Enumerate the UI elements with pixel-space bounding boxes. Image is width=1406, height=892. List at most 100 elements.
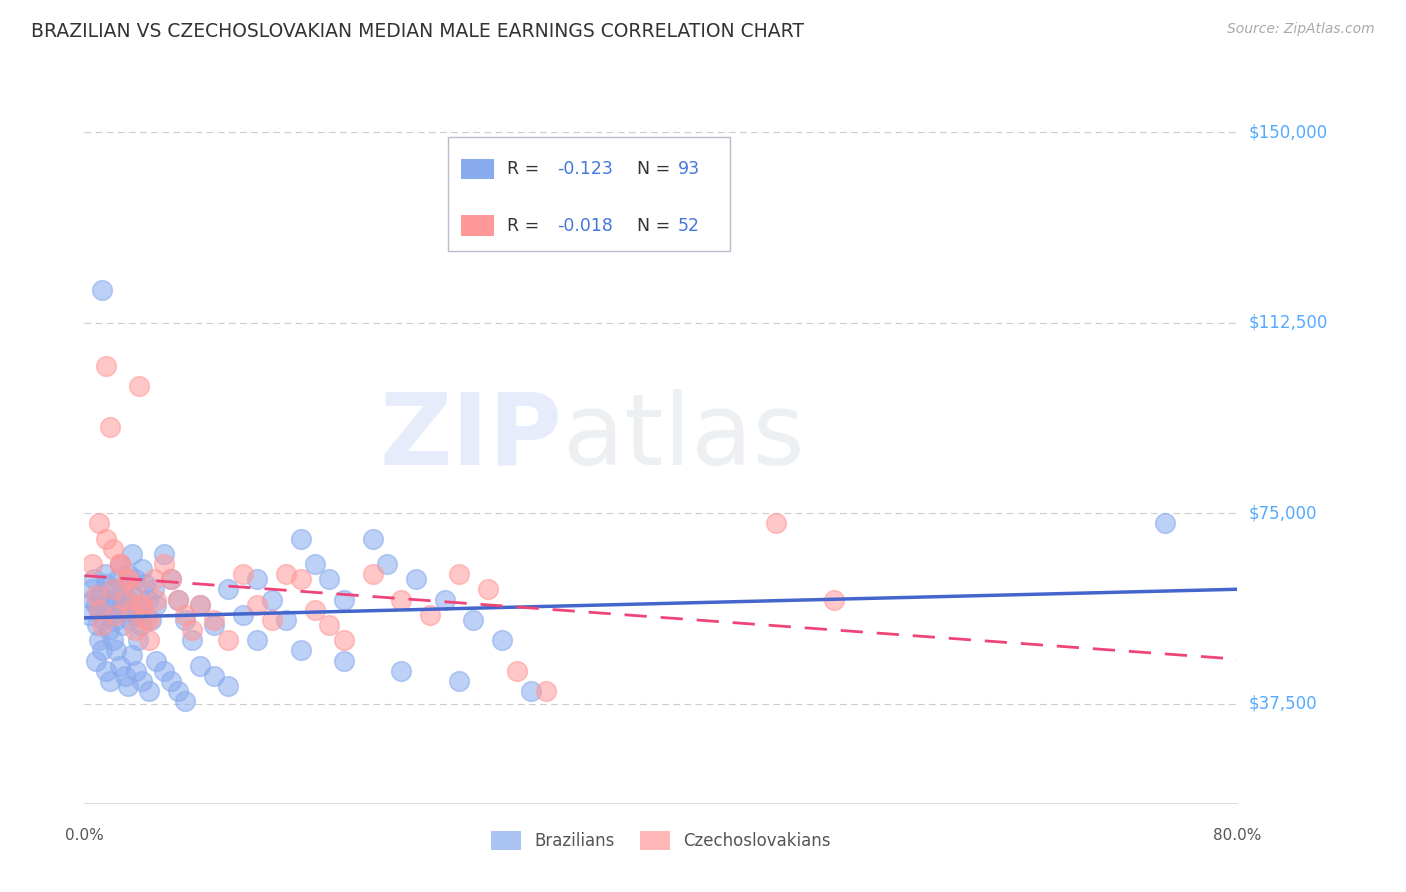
Text: Source: ZipAtlas.com: Source: ZipAtlas.com [1227, 22, 1375, 37]
Point [232, 607, 254, 622]
Point [174, 694, 197, 708]
Point [375, 557, 398, 571]
Point [138, 633, 160, 648]
Point [160, 572, 183, 586]
Point [104, 613, 127, 627]
Point [105, 607, 128, 622]
Point [361, 567, 384, 582]
Text: R =: R = [508, 217, 546, 235]
Point [125, 664, 148, 678]
Point [534, 684, 557, 698]
Text: 0.0%: 0.0% [65, 828, 104, 843]
Point [86, 618, 108, 632]
Point [103, 541, 124, 556]
Point [114, 577, 136, 591]
Point [174, 607, 197, 622]
Point [124, 623, 146, 637]
Point [463, 613, 485, 627]
Point [98, 420, 121, 434]
Point [112, 618, 135, 632]
Point [84, 654, 107, 668]
Point [142, 582, 165, 597]
Text: atlas: atlas [562, 389, 804, 485]
Point [94, 664, 117, 678]
Point [145, 592, 167, 607]
Point [128, 379, 150, 393]
Point [405, 572, 427, 586]
Point [82, 592, 104, 607]
Point [84, 598, 107, 612]
Point [114, 669, 136, 683]
Point [1154, 516, 1177, 531]
Point [142, 572, 165, 586]
Point [260, 592, 283, 607]
Point [131, 598, 153, 612]
Text: -0.123: -0.123 [557, 160, 613, 178]
Point [127, 633, 149, 648]
Point [218, 582, 240, 597]
Point [83, 572, 105, 586]
Point [89, 588, 111, 602]
Point [167, 592, 190, 607]
Point [94, 532, 117, 546]
Point [131, 562, 153, 576]
Point [87, 516, 110, 531]
Point [117, 572, 139, 586]
Point [105, 643, 128, 657]
Point [128, 598, 150, 612]
Point [160, 572, 183, 586]
Text: $37,500: $37,500 [1249, 695, 1317, 713]
Text: -0.018: -0.018 [557, 217, 613, 235]
Point [145, 598, 167, 612]
Point [136, 592, 159, 607]
Point [246, 633, 269, 648]
Point [87, 603, 110, 617]
Point [419, 607, 441, 622]
Point [218, 633, 240, 648]
Point [188, 598, 211, 612]
Text: 80.0%: 80.0% [1213, 828, 1261, 843]
Point [318, 572, 340, 586]
Bar [461, 215, 494, 235]
Text: N =: N = [626, 160, 676, 178]
Point [433, 592, 456, 607]
Text: BRAZILIAN VS CZECHOSLOVAKIAN MEDIAN MALE EARNINGS CORRELATION CHART: BRAZILIAN VS CZECHOSLOVAKIAN MEDIAN MALE… [31, 22, 804, 41]
Point [232, 567, 254, 582]
Point [120, 613, 142, 627]
Point [110, 557, 132, 571]
Point [138, 684, 160, 698]
Point [823, 592, 845, 607]
Text: N =: N = [626, 217, 676, 235]
Point [96, 598, 118, 612]
Text: 52: 52 [678, 217, 700, 235]
Point [361, 532, 384, 546]
Point [111, 588, 134, 602]
Point [477, 582, 499, 597]
Point [124, 582, 146, 597]
Point [80, 582, 103, 597]
Point [520, 684, 543, 698]
Point [93, 567, 115, 582]
Point [110, 557, 132, 571]
Point [765, 516, 787, 531]
Point [188, 598, 211, 612]
Point [103, 582, 124, 597]
Point [449, 673, 471, 688]
Point [188, 658, 211, 673]
Point [391, 664, 413, 678]
Point [135, 613, 157, 627]
Point [117, 567, 139, 582]
Point [103, 633, 124, 648]
Point [97, 623, 120, 637]
Point [333, 592, 356, 607]
Bar [461, 159, 494, 179]
Point [90, 283, 112, 297]
Point [304, 603, 326, 617]
Point [131, 673, 153, 688]
Point [246, 598, 269, 612]
Text: $75,000: $75,000 [1249, 504, 1317, 523]
Point [290, 572, 312, 586]
Point [115, 598, 138, 612]
Point [391, 592, 413, 607]
Point [181, 633, 204, 648]
